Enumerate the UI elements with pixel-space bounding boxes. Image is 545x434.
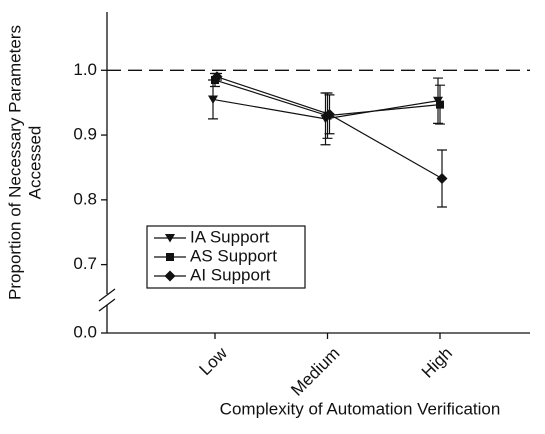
y-tick-label: 0.9 xyxy=(73,125,97,144)
legend-marker xyxy=(166,253,174,261)
y-axis-title: Accessed xyxy=(25,126,44,200)
y-tick-label: 1.0 xyxy=(73,60,97,79)
axis-break xyxy=(98,288,116,312)
data-point xyxy=(208,95,218,104)
legend-marker xyxy=(164,270,176,282)
legend-label: AI Support xyxy=(190,265,271,284)
data-point xyxy=(436,172,448,184)
x-axis-title: Complexity of Automation Verification xyxy=(220,399,501,418)
legend-marker xyxy=(165,234,175,243)
x-tick-label: High xyxy=(418,344,456,382)
data-point xyxy=(324,108,335,120)
y-tick-label: 0.7 xyxy=(73,254,97,273)
data-point xyxy=(211,71,223,83)
data-point xyxy=(436,100,444,109)
x-tick-label: Low xyxy=(196,343,232,379)
y-tick-label: 0.8 xyxy=(73,189,97,208)
x-tick-label: Medium xyxy=(287,344,343,400)
y-axis-title: Proportion of Necessary Parameters xyxy=(5,25,24,300)
y-tick-label: 0.0 xyxy=(73,322,97,341)
legend-label: AS Support xyxy=(190,246,277,265)
legend-label: IA Support xyxy=(190,227,270,246)
